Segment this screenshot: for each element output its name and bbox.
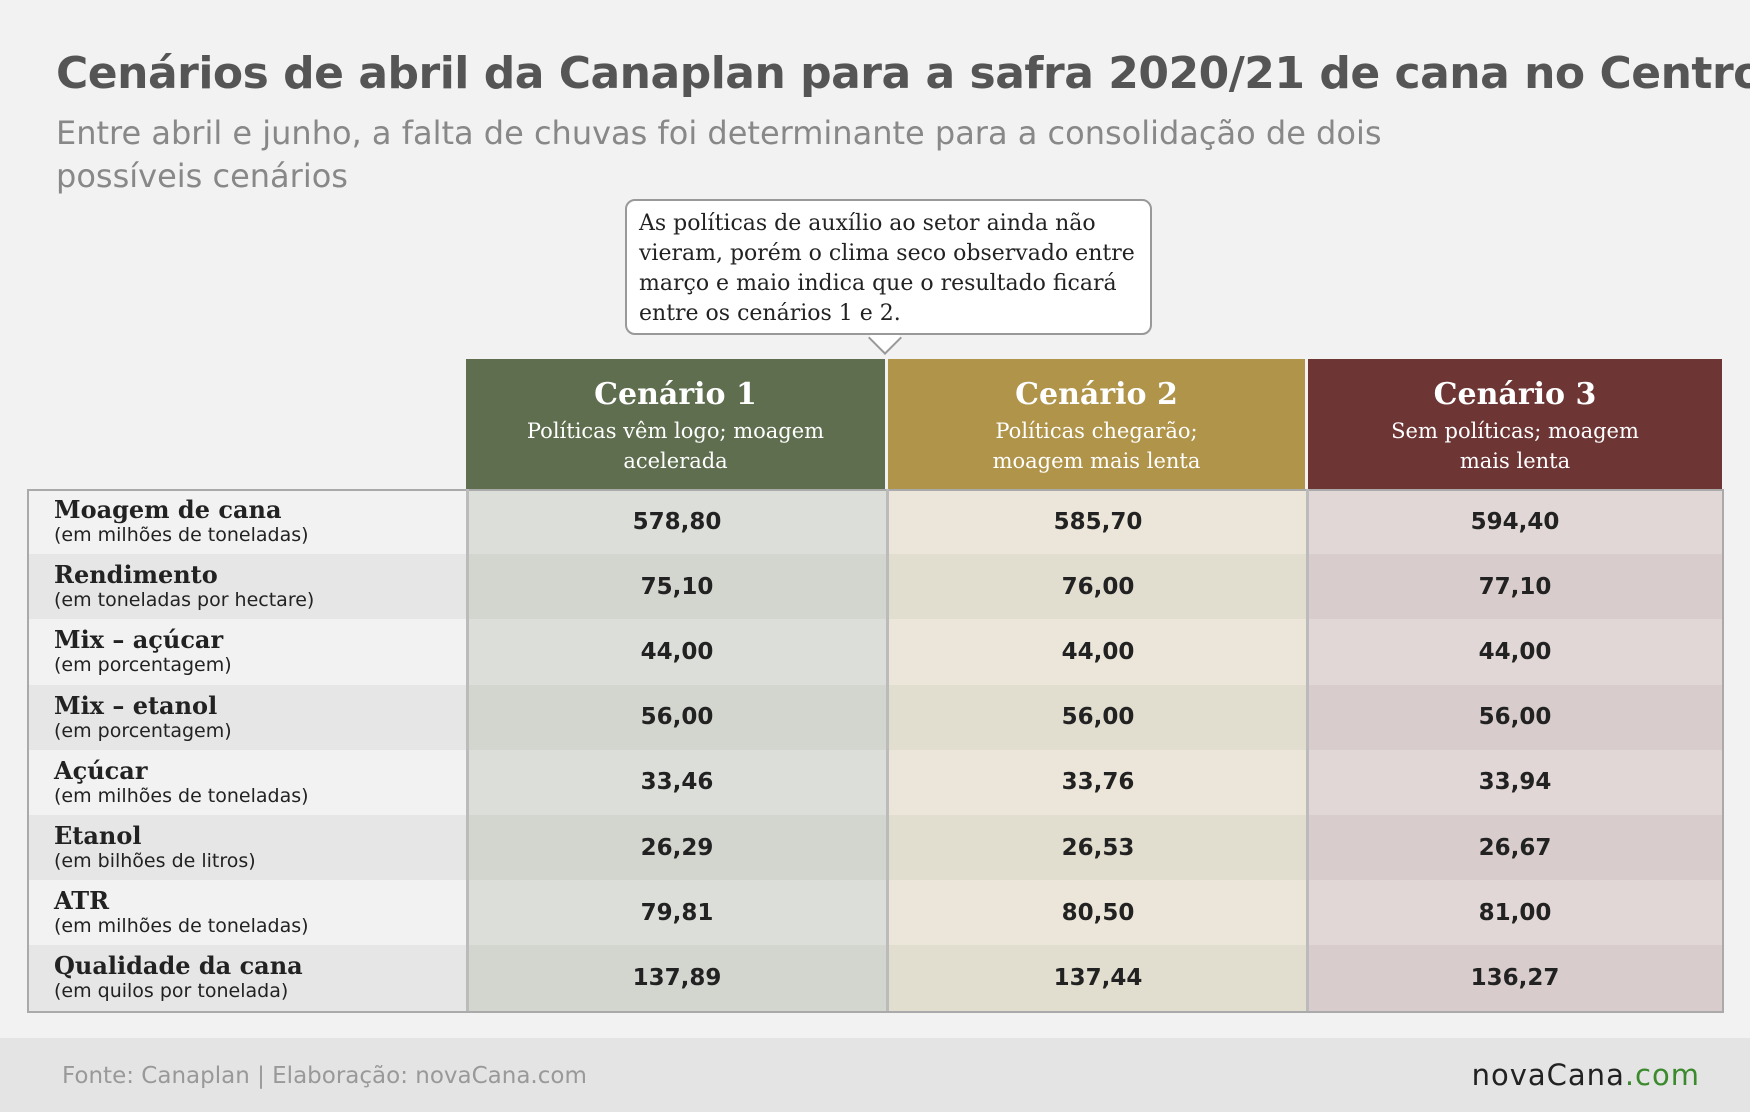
row-label: Açúcar (em milhões de toneladas) — [27, 749, 466, 815]
column-header: Cenário 3 Sem políticas; moagem mais lent… — [1308, 359, 1722, 489]
cell-value: 26,53 — [888, 815, 1308, 881]
callout: As políticas de auxílio ao setor ainda n… — [625, 199, 1152, 335]
row-label: Rendimento (em toneladas por hectare) — [27, 554, 466, 620]
cell-value: 44,00 — [1308, 619, 1722, 685]
cell-value: 33,94 — [1308, 749, 1722, 815]
column-header: Cenário 1 Políticas vêm logo; moagem acel… — [466, 359, 885, 489]
column-subtitle: Políticas vêm logo; moagem acelerada — [526, 419, 825, 473]
subtitle: Entre abril e junho, a falta de chuvas f… — [56, 114, 1382, 195]
cell-value: 56,00 — [466, 684, 888, 750]
cell-value: 77,10 — [1308, 554, 1722, 620]
column-title: Cenário 3 — [1433, 377, 1597, 412]
row-unit: (em toneladas por hectare) — [54, 589, 315, 612]
row-label: Moagem de cana (em milhões de toneladas) — [27, 489, 466, 555]
column-title: Cenário 2 — [1015, 377, 1178, 412]
row-label: ATR (em milhões de toneladas) — [27, 880, 466, 946]
row-title: ATR — [54, 886, 110, 916]
cell-value: 137,89 — [466, 945, 888, 1011]
cell-value: 56,00 — [888, 684, 1308, 750]
cell-value: 81,00 — [1308, 880, 1722, 946]
cell-value: 26,29 — [466, 815, 888, 881]
row-title: Mix – açúcar — [54, 625, 224, 655]
column-divider — [466, 489, 469, 1011]
cell-value: 585,70 — [888, 489, 1308, 555]
row-title: Açúcar — [54, 755, 148, 785]
cell-value: 79,81 — [466, 880, 888, 946]
cell-value: 594,40 — [1308, 489, 1722, 555]
cell-value: 56,00 — [1308, 684, 1722, 750]
row-unit: (em porcentagem) — [54, 654, 232, 677]
row-label: Mix – etanol (em porcentagem) — [27, 684, 466, 750]
footer — [0, 1038, 1750, 1112]
column-divider — [886, 489, 889, 1011]
row-unit: (em quilos por tonelada) — [54, 980, 289, 1003]
column-subtitle: Políticas chegarão; moagem mais lenta — [992, 419, 1201, 473]
cell-value: 80,50 — [888, 880, 1308, 946]
table-border — [27, 489, 1724, 1013]
title: Cenários de abril da Canaplan para a saf… — [56, 48, 1750, 99]
row-title: Mix – etanol — [54, 690, 218, 720]
row-unit: (em porcentagem) — [54, 719, 232, 742]
logo: novaCana.com — [1472, 1058, 1700, 1092]
cell-value: 75,10 — [466, 554, 888, 620]
row-unit: (em milhões de toneladas) — [54, 784, 309, 807]
column-title: Cenário 1 — [594, 377, 757, 412]
logo-name: novaCana — [1471, 1058, 1625, 1092]
row-unit: (em milhões de toneladas) — [54, 915, 309, 938]
row-title: Etanol — [54, 821, 142, 850]
column-divider — [1306, 489, 1309, 1011]
cell-value: 33,46 — [466, 749, 888, 815]
row-title: Rendimento — [54, 560, 218, 590]
source: Fonte: Canaplan | Elaboração: novaCana.c… — [62, 1063, 587, 1089]
cell-value: 136,27 — [1308, 945, 1722, 1011]
logo-domain: .com — [1624, 1058, 1700, 1092]
row-unit: (em bilhões de litros) — [54, 850, 256, 872]
cell-value: 76,00 — [888, 554, 1308, 620]
column-subtitle: Sem políticas; moagem mais lenta — [1391, 419, 1639, 473]
cell-value: 26,67 — [1308, 815, 1722, 881]
cell-value: 44,00 — [888, 619, 1308, 685]
cell-value: 44,00 — [466, 619, 888, 685]
cell-value: 578,80 — [466, 489, 888, 555]
row-label: Mix – açúcar (em porcentagem) — [27, 619, 466, 685]
row-unit: (em milhões de toneladas) — [54, 524, 309, 546]
row-title: Qualidade da cana — [54, 951, 303, 981]
cell-value: 33,76 — [888, 749, 1308, 815]
row-label: Qualidade da cana (em quilos por tonelada… — [27, 945, 466, 1011]
cell-value: 137,44 — [888, 945, 1308, 1011]
column-header: Cenário 2 Políticas chegarão; moagem mais… — [888, 359, 1305, 489]
row-label: Etanol (em bilhões de litros) — [27, 815, 466, 881]
row-title: Moagem de cana — [54, 495, 282, 524]
